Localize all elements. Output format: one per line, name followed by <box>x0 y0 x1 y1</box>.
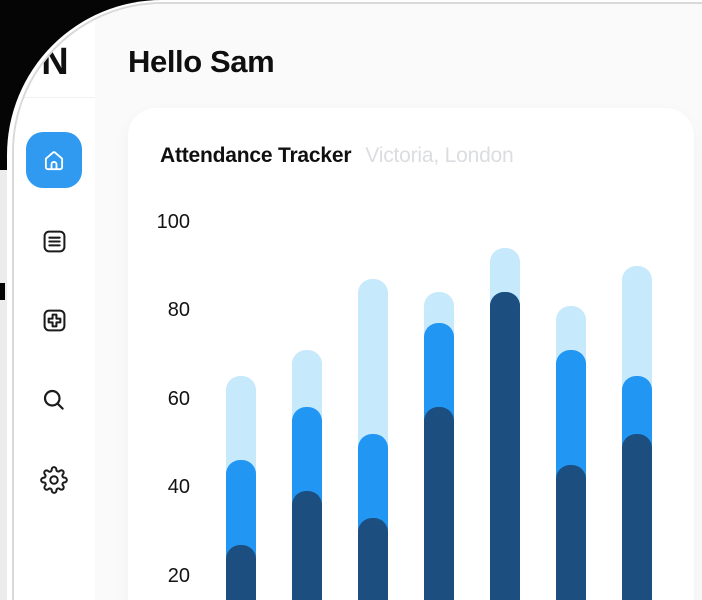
y-axis-label: 100 <box>156 210 190 233</box>
gear-icon <box>40 466 68 494</box>
page-title: Hello Sam <box>128 44 275 79</box>
card-title: Attendance Tracker <box>160 144 352 167</box>
attendance-card: Attendance Tracker Victoria, London 20 40… <box>128 108 694 600</box>
sidebar-item-add[interactable] <box>40 306 68 334</box>
y-axis-label: 60 <box>167 387 190 410</box>
sidebar-item-settings[interactable] <box>40 466 68 494</box>
sidebar-item-search[interactable] <box>40 386 68 414</box>
bar-6-segment-dark[interactable] <box>556 464 586 600</box>
bar-7-segment-dark[interactable] <box>622 433 652 600</box>
sidebar-item-records[interactable] <box>40 227 68 255</box>
bar-5-segment-dark[interactable] <box>490 292 520 600</box>
y-axis-label: 40 <box>167 476 190 498</box>
app-logo: N <box>41 41 68 83</box>
backdrop-notch <box>0 283 5 300</box>
app-window: N <box>7 0 702 600</box>
bar-1-segment-dark[interactable] <box>226 544 256 600</box>
sidebar: N <box>14 4 95 600</box>
sidebar-divider <box>14 97 95 98</box>
main-area: Hello Sam Attendance Tracker Victoria, L… <box>95 4 702 600</box>
attendance-chart: 20 40 60 80 100 <box>128 108 694 600</box>
app-window-inner: N <box>12 2 702 600</box>
document-lines-icon <box>43 230 65 252</box>
bar-4-segment-dark[interactable] <box>424 407 454 600</box>
search-icon <box>43 389 64 410</box>
card-header: Attendance Tracker Victoria, London <box>160 144 514 168</box>
bar-2-segment-dark[interactable] <box>292 491 322 600</box>
y-axis-label: 80 <box>167 299 190 321</box>
home-icon <box>44 151 64 171</box>
sidebar-item-home[interactable] <box>26 132 82 188</box>
y-axis-label: 20 <box>167 564 190 587</box>
card-subtitle: Victoria, London <box>365 144 514 167</box>
bar-3-segment-dark[interactable] <box>358 517 388 600</box>
plus-square-icon <box>43 309 65 331</box>
